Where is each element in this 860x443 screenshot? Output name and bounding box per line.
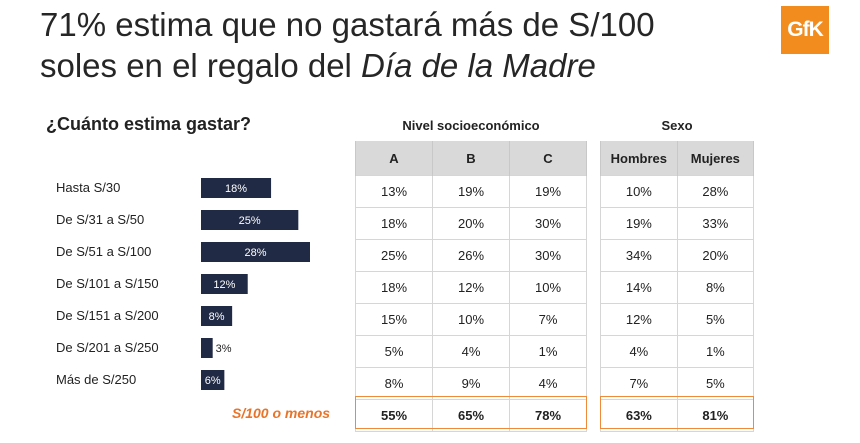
sexo-summary-cell: 81% — [676, 399, 755, 432]
sexo-cell: 1% — [676, 335, 755, 368]
sexo-cell: 5% — [676, 303, 755, 336]
table-row: 19% 33% — [600, 207, 755, 240]
sexo-table-title: Sexo — [661, 118, 693, 133]
sexo-cell: 5% — [676, 367, 755, 400]
nse-summary-cell: 65% — [432, 399, 510, 432]
nse-cell: 12% — [432, 271, 510, 304]
table-row: 18% 12% 10% — [355, 271, 587, 304]
table-row: 10% 28% — [600, 175, 755, 208]
data-label: 12% — [213, 279, 235, 291]
sexo-table: Hombres Mujeres 10% 28% 19% 33% 34% 20% 14% 8% 12%… — [600, 141, 755, 432]
nse-cell: 5% — [355, 335, 433, 368]
bar — [201, 210, 299, 230]
table-row: 4% 1% — [600, 335, 755, 368]
table-row: 13% 19% 19% — [355, 175, 587, 208]
logo-text: GfK — [787, 18, 823, 41]
bar — [201, 370, 225, 390]
nse-cell: 15% — [355, 303, 433, 336]
sexo-cell: 12% — [600, 303, 678, 336]
title-line-2-italic: Día de la Madre — [361, 47, 596, 84]
table-row: 15% 10% 7% — [355, 303, 587, 336]
bar — [201, 242, 310, 262]
nse-cell: 8% — [355, 367, 433, 400]
nse-cell: 13% — [355, 175, 433, 208]
sexo-cell: 34% — [600, 239, 678, 272]
page-title: 71% estima que no gastará más de S/100 s… — [40, 4, 655, 86]
sexo-cell: 4% — [600, 335, 678, 368]
gfk-logo: GfK — [781, 6, 829, 54]
nse-summary-cell: 78% — [509, 399, 587, 432]
category-label: Más de S/250 — [56, 372, 136, 387]
title-line-1: 71% estima que no gastará más de S/100 — [40, 6, 655, 43]
category-label: De S/51 a S/100 — [56, 244, 151, 259]
table-row: 14% 8% — [600, 271, 755, 304]
nse-cell: 19% — [432, 175, 510, 208]
category-label: Hasta S/30 — [56, 180, 120, 195]
table-row: 8% 9% 4% — [355, 367, 587, 400]
data-label: 8% — [209, 311, 225, 323]
table-row: 34% 20% — [600, 239, 755, 272]
category-label: De S/31 a S/50 — [56, 212, 144, 227]
nse-cell: 1% — [509, 335, 587, 368]
title-line-2-prefix: soles en el regalo del — [40, 47, 362, 84]
category-label: De S/101 a S/150 — [56, 276, 159, 291]
category-label: De S/151 a S/200 — [56, 308, 159, 323]
nse-cell: 19% — [509, 175, 587, 208]
sexo-cell: 19% — [600, 207, 678, 240]
sexo-header-cell: Hombres — [600, 141, 678, 176]
category-label: De S/201 a S/250 — [56, 340, 159, 355]
nse-cell: 18% — [355, 207, 433, 240]
nse-cell: 4% — [432, 335, 510, 368]
nse-cell: 18% — [355, 271, 433, 304]
nse-table-title: Nivel socioeconómico — [402, 118, 540, 133]
table-row: 5% 4% 1% — [355, 335, 587, 368]
bar — [201, 338, 213, 358]
nse-cell: 9% — [432, 367, 510, 400]
data-label: 25% — [239, 215, 261, 227]
question-heading: ¿Cuánto estima gastar? — [46, 114, 252, 134]
bar — [201, 274, 248, 294]
sexo-cell: 14% — [600, 271, 678, 304]
nse-cell: 26% — [432, 239, 510, 272]
nse-table: A B C 13% 19% 19% 18% 20% 30% 25% 26% 30% 18% 12% 10% 1… — [355, 141, 587, 432]
data-label: 28% — [244, 247, 266, 259]
table-row: 25% 26% 30% — [355, 239, 587, 272]
sexo-cell: 33% — [676, 207, 755, 240]
spend-bar-chart: Hasta S/30 18% De S/31 a S/50 25% De S/51 a … — [56, 178, 310, 390]
nse-header-cell: C — [509, 141, 587, 176]
sexo-cell: 8% — [676, 271, 755, 304]
sexo-summary-cell: 63% — [600, 399, 678, 432]
sexo-cell: 28% — [676, 175, 755, 208]
sexo-header-cell: Mujeres — [676, 141, 755, 176]
data-label: 18% — [225, 183, 247, 195]
bar — [201, 306, 233, 326]
nse-cell: 25% — [355, 239, 433, 272]
data-label: 6% — [205, 375, 221, 387]
nse-cell: 20% — [432, 207, 510, 240]
sexo-header-row: Hombres Mujeres — [600, 141, 755, 176]
nse-cell: 30% — [509, 207, 587, 240]
sexo-cell: 10% — [600, 175, 678, 208]
summary-label: S/100 o menos — [232, 405, 331, 421]
nse-summary-row: 55% 65% 78% — [355, 399, 587, 432]
table-row: 18% 20% 30% — [355, 207, 587, 240]
nse-cell: 10% — [432, 303, 510, 336]
nse-cell: 30% — [509, 239, 587, 272]
sexo-summary-row: 63% 81% — [600, 399, 755, 432]
table-row: 7% 5% — [600, 367, 755, 400]
title-line-2: soles en el regalo del Día de la Madre — [40, 45, 655, 86]
nse-summary-cell: 55% — [355, 399, 433, 432]
nse-header-cell: A — [355, 141, 433, 176]
table-row: 12% 5% — [600, 303, 755, 336]
nse-cell: 10% — [509, 271, 587, 304]
sexo-cell: 20% — [676, 239, 755, 272]
nse-cell: 4% — [509, 367, 587, 400]
nse-header-cell: B — [432, 141, 510, 176]
nse-cell: 7% — [509, 303, 587, 336]
sexo-cell: 7% — [600, 367, 678, 400]
data-label: 3% — [216, 343, 232, 355]
bar — [201, 178, 272, 198]
